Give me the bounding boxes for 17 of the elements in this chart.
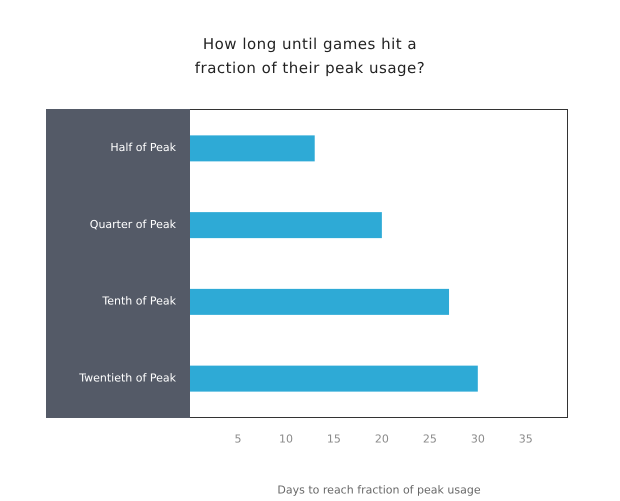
y-tick-label: Tenth of Peak	[101, 294, 177, 308]
y-tick-label: Quarter of Peak	[90, 218, 177, 231]
bar	[190, 288, 450, 315]
x-tick-label: 35	[518, 432, 533, 446]
y-tick-label: Twentieth of Peak	[78, 371, 177, 384]
bar	[190, 366, 478, 392]
chart-title: How long until games hit a fraction of their peak usage?	[194, 34, 426, 79]
x-tick-label: 15	[326, 432, 341, 446]
x-tick-label: 5	[234, 432, 242, 446]
bar	[190, 135, 315, 162]
x-tick-label: 20	[374, 432, 389, 446]
x-tick-label: 10	[278, 432, 293, 446]
x-axis-title: Days to reach fraction of peak usage	[277, 483, 481, 496]
x-tick-label: 30	[470, 432, 485, 446]
bar	[190, 212, 382, 238]
y-tick-label: Half of Peak	[110, 141, 177, 154]
x-tick-label: 25	[422, 432, 437, 446]
